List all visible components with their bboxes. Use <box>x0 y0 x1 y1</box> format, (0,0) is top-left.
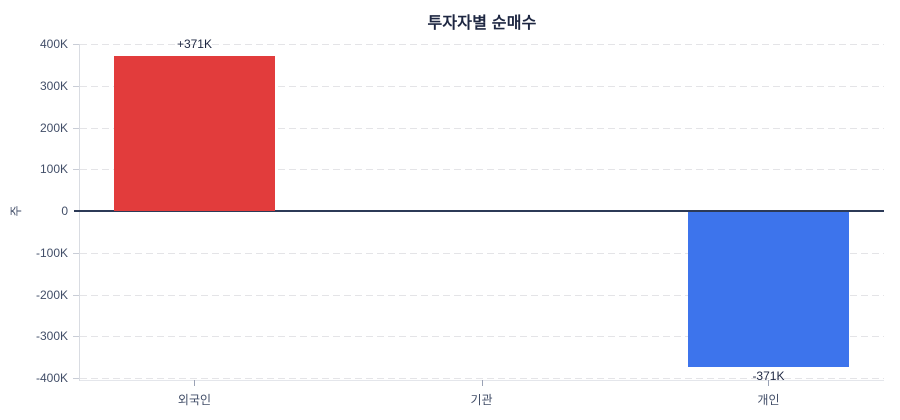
y-tick-label: 400K <box>39 37 68 51</box>
y-tick-mark <box>73 127 79 129</box>
y-tick-label: -100K <box>35 245 68 260</box>
gridline <box>80 85 884 87</box>
bar-value-label: +371K <box>176 37 212 52</box>
y-tick-label: -400K <box>35 371 68 385</box>
x-tick-mark <box>481 380 483 386</box>
chart-title: 투자자별 순매수 <box>427 15 537 32</box>
plot-area <box>80 44 884 379</box>
y-axis-line <box>79 44 80 381</box>
y-tick-mark <box>73 336 79 338</box>
y-tick-label: 200K <box>39 120 68 135</box>
y-tick-label: 300K <box>39 78 68 93</box>
gridline <box>80 252 884 254</box>
y-tick-mark <box>73 378 79 379</box>
gridline <box>80 336 884 338</box>
gridline <box>80 294 884 296</box>
x-category-label: 기관 <box>470 393 493 407</box>
y-tick-mark <box>73 44 79 45</box>
y-tick-mark <box>73 85 79 87</box>
bar-1[interactable] <box>113 56 275 211</box>
y-tick-label: -200K <box>35 287 68 302</box>
y-tick-mark <box>73 252 79 254</box>
x-category-label: 외국인 <box>177 393 212 407</box>
gridline <box>80 378 884 379</box>
x-tick-mark <box>768 380 770 386</box>
gridline <box>80 44 884 45</box>
bar-value-label: -371K <box>752 368 785 383</box>
bar-3[interactable] <box>687 212 849 367</box>
x-tick-mark <box>194 380 196 386</box>
zero-baseline <box>74 210 884 212</box>
gridline <box>80 127 884 129</box>
y-tick-label: 100K <box>39 162 68 177</box>
gridline <box>80 169 884 171</box>
y-tick-label: -300K <box>35 329 68 344</box>
y-tick-mark <box>73 294 79 296</box>
y-tick-label: 0 <box>61 204 68 218</box>
x-category-label: 개인 <box>757 393 780 407</box>
y-tick-mark <box>73 169 79 171</box>
